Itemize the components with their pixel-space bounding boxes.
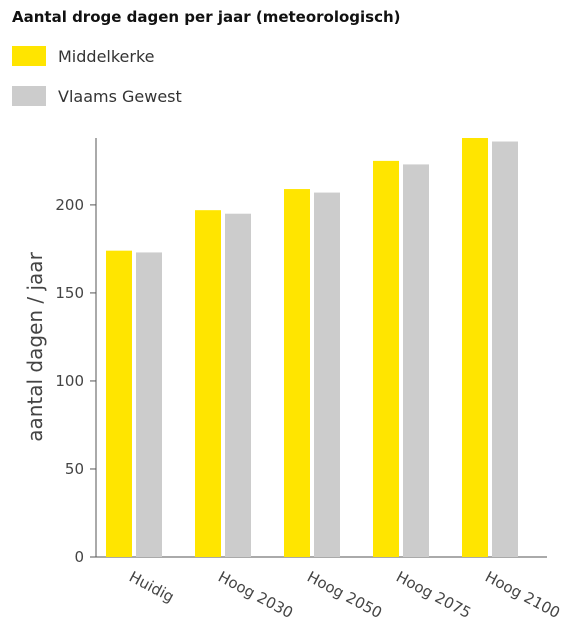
y-tick-label: 0 [74,548,84,566]
bar-vlaams-gewest-hoog-2075 [403,164,429,557]
x-tick-label: Huidig [126,568,177,607]
bars [106,138,518,558]
bar-vlaams-gewest-huidig [136,252,162,557]
bar-vlaams-gewest-hoog-2050 [314,192,340,558]
bar-middelkerke-hoog-2075 [373,160,399,558]
x-tick-label: Hoog 2100 [482,568,563,622]
bar-middelkerke-hoog-2050 [284,189,310,557]
legend-label-vlaams-gewest: Vlaams Gewest [58,86,182,106]
y-tick-label: 150 [55,284,84,302]
bar-middelkerke-hoog-2100 [462,138,488,557]
x-tick-label: Hoog 2030 [215,568,296,622]
bar-vlaams-gewest-hoog-2100 [492,141,518,558]
bar-vlaams-gewest-hoog-2030 [225,213,251,558]
x-tick-label: Hoog 2075 [393,568,474,622]
bar-middelkerke-hoog-2030 [195,210,221,558]
bar-middelkerke-huidig [106,250,132,557]
legend-item-vlaams-gewest: Vlaams Gewest [12,86,182,106]
x-axis-ticks: Huidig Hoog 2030 Hoog 2050 Hoog 2075 Hoog 21… [126,568,563,622]
legend-swatch-vlaams-gewest [12,86,46,106]
x-tick-label: Hoog 2050 [304,568,385,622]
legend-item-middelkerke: Middelkerke [12,46,155,66]
y-axis-ticks: 0 50 100 150 200 [55,196,96,566]
y-tick-label: 50 [65,460,84,478]
chart-title: Aantal droge dagen per jaar (meteorologi… [12,8,401,26]
legend-label-middelkerke: Middelkerke [58,46,155,66]
y-tick-label: 100 [55,372,84,390]
legend-swatch-middelkerke [12,46,46,66]
y-axis-title: aantal dagen / jaar [23,251,47,441]
y-tick-label: 200 [55,196,84,214]
